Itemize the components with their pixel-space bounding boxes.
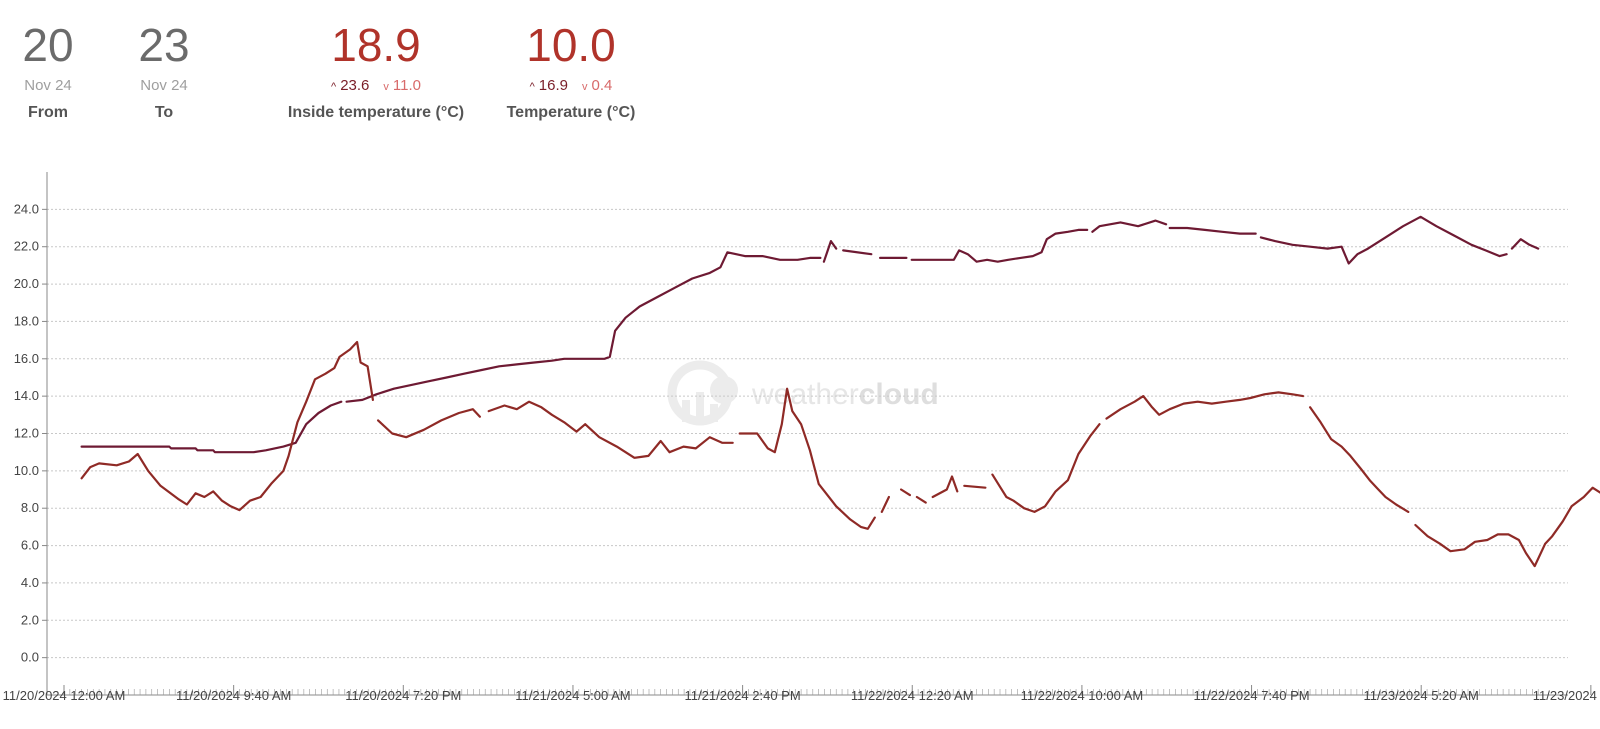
watermark-text-light: weather: [751, 378, 859, 411]
x-tick-label: 11/22/2024 12:20 AM: [851, 688, 974, 703]
y-tick-label: 0.0: [21, 650, 39, 665]
temperature-value: 10.0: [526, 19, 616, 71]
x-tick-label: 11/23/2024 3:00 PM: [1533, 688, 1600, 703]
chevron-up-icon: ^: [331, 81, 337, 93]
x-tick-label: 11/21/2024 5:00 AM: [515, 688, 630, 703]
inside-temperature-range: ^ 23.6 v 11.0: [331, 76, 421, 96]
temperature-low-value: 0.4: [591, 77, 613, 94]
cloud-icon-puff: [710, 376, 738, 404]
inside-high: ^ 23.6: [331, 76, 369, 96]
y-tick-label: 16.0: [14, 351, 39, 366]
y-tick-label: 12.0: [14, 426, 39, 441]
temperature-range: ^ 16.9 v 0.4: [530, 76, 613, 96]
from-label: From: [28, 104, 68, 121]
inside-temperature-stat: 18.9 ^ 23.6 v 11.0 Inside temperature (°C): [282, 14, 470, 122]
inside-temperature-label: Inside temperature (°C): [287, 104, 465, 121]
outside-temperature-line: [80, 340, 1600, 568]
chart-series: [80, 215, 1600, 568]
from-day: 20: [22, 19, 74, 71]
x-tick-label: 11/22/2024 10:00 AM: [1021, 688, 1144, 703]
cloud-icon: [667, 360, 738, 426]
chevron-down-icon: v: [582, 81, 588, 93]
x-tick-label: 11/20/2024 12:00 AM: [3, 688, 126, 703]
chart-grid: 0.0 2.0 4.0 6.0 8.0 10.0 12.0 14.0 16.0 18.0 20.0 2…: [14, 201, 1568, 665]
watermark-text-bold: cloud: [859, 378, 939, 411]
watermark-text: weathercloud: [751, 378, 939, 411]
y-tick-label: 2.0: [21, 612, 39, 627]
x-tick-label: 11/20/2024 9:40 AM: [176, 688, 291, 703]
y-tick-label: 8.0: [21, 500, 39, 515]
cloud-icon-bar: [710, 404, 718, 422]
x-tick-label: 11/20/2024 7:20 PM: [345, 688, 461, 703]
y-tick-label: 22.0: [14, 239, 39, 254]
y-tick-label: 6.0: [21, 538, 39, 553]
y-tick-label: 24.0: [14, 201, 39, 216]
temperature-high: ^ 16.9: [530, 76, 568, 96]
to-day: 23: [138, 19, 190, 71]
chevron-up-icon: ^: [529, 81, 535, 93]
temperature-high-value: 16.9: [538, 77, 568, 94]
temperature-label: Temperature (°C): [506, 104, 636, 121]
y-tick-label: 10.0: [14, 463, 39, 478]
from-date[interactable]: 20 Nov 24 From: [18, 14, 78, 122]
cloud-icon-bar: [682, 400, 690, 422]
inside-temperature-value: 18.9: [331, 19, 421, 71]
chart-axes: 11/20/2024 12:00 AM 11/20/2024 9:40 AM 11/…: [3, 172, 1600, 703]
y-tick-label: 20.0: [14, 276, 39, 291]
to-month: Nov 24: [140, 77, 188, 94]
inside-low-value: 11.0: [392, 77, 421, 94]
temperature-low: v 0.4: [582, 76, 612, 96]
y-tick-label: 18.0: [14, 313, 39, 328]
chevron-down-icon: v: [383, 81, 389, 93]
y-tick-label: 14.0: [14, 388, 39, 403]
to-date[interactable]: 23 Nov 24 To: [134, 14, 194, 122]
y-tick-label: 4.0: [21, 575, 39, 590]
inside-temperature-line: [80, 215, 1540, 454]
from-month: Nov 24: [24, 77, 72, 94]
to-label: To: [154, 104, 174, 121]
x-tick-label: 11/21/2024 2:40 PM: [685, 688, 801, 703]
inside-high-value: 23.6: [340, 77, 370, 94]
x-tick-label: 11/22/2024 7:40 PM: [1194, 688, 1310, 703]
inside-low: v 11.0: [383, 76, 421, 96]
x-tick-label: 11/23/2024 5:20 AM: [1363, 688, 1478, 703]
weathercloud-watermark: weathercloud: [667, 360, 939, 426]
temperature-stat: 10.0 ^ 16.9 v 0.4 Temperature (°C): [501, 14, 641, 122]
cloud-icon-bar: [696, 392, 704, 422]
